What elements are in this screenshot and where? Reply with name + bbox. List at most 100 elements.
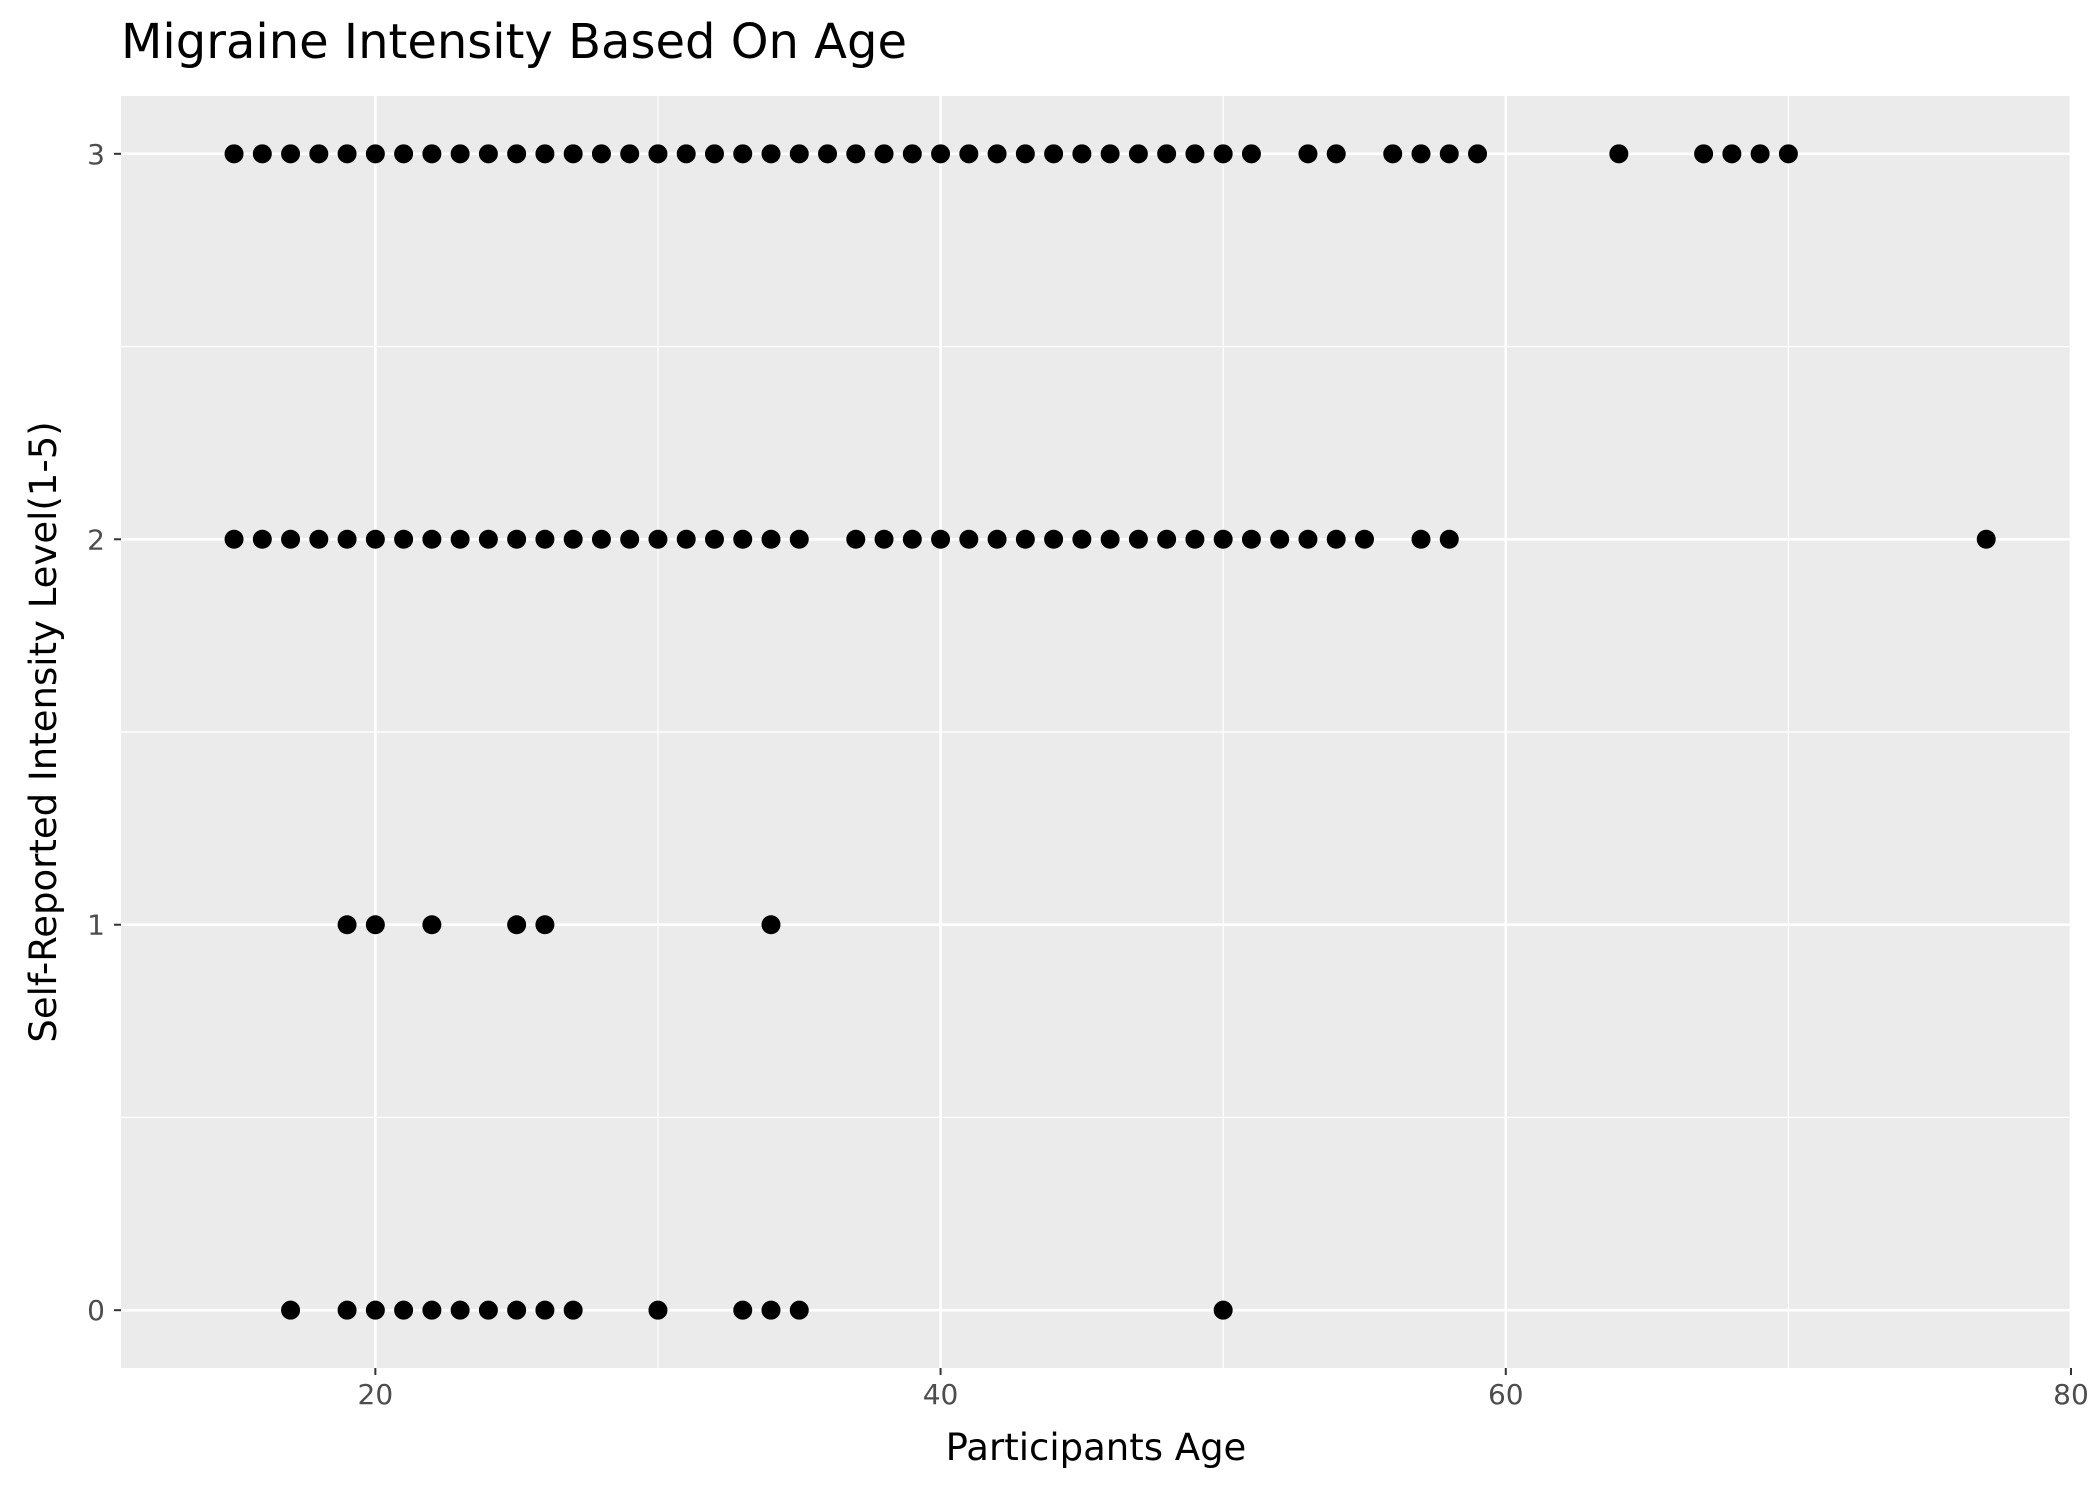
- data-point: [733, 1300, 753, 1320]
- data-point: [1044, 144, 1064, 164]
- data-point: [761, 529, 781, 549]
- data-point: [1298, 529, 1318, 549]
- data-point: [1326, 529, 1346, 549]
- data-point: [1100, 144, 1120, 164]
- data-point: [535, 529, 555, 549]
- data-point: [422, 1300, 442, 1320]
- data-point: [733, 144, 753, 164]
- data-point: [365, 529, 385, 549]
- data-point: [224, 144, 244, 164]
- data-point: [1778, 144, 1798, 164]
- data-point: [1326, 144, 1346, 164]
- y-tick-label: 1: [87, 909, 105, 942]
- data-point: [1213, 144, 1233, 164]
- data-point: [450, 529, 470, 549]
- data-point: [365, 1300, 385, 1320]
- data-point: [761, 144, 781, 164]
- data-point: [959, 529, 979, 549]
- data-point: [1072, 144, 1092, 164]
- data-point: [1185, 529, 1205, 549]
- data-point: [1213, 529, 1233, 549]
- data-point: [1722, 144, 1742, 164]
- data-point: [620, 529, 640, 549]
- data-point: [252, 144, 272, 164]
- data-point: [1750, 144, 1770, 164]
- data-point: [450, 1300, 470, 1320]
- data-point: [309, 529, 329, 549]
- data-point: [337, 144, 357, 164]
- data-point: [620, 144, 640, 164]
- data-point: [1439, 529, 1459, 549]
- data-point: [1072, 529, 1092, 549]
- data-point: [1100, 529, 1120, 549]
- data-point: [337, 915, 357, 935]
- data-point: [931, 529, 951, 549]
- data-point: [648, 144, 668, 164]
- minor-gridlines: [121, 96, 2071, 1368]
- data-point: [422, 529, 442, 549]
- data-point: [1354, 529, 1374, 549]
- data-point: [563, 144, 583, 164]
- data-point: [422, 915, 442, 935]
- data-point: [818, 144, 838, 164]
- data-point: [1015, 144, 1035, 164]
- data-point: [535, 1300, 555, 1320]
- data-point: [450, 144, 470, 164]
- data-point: [676, 144, 696, 164]
- y-tick-label: 0: [87, 1294, 105, 1327]
- data-point: [281, 144, 301, 164]
- data-point: [507, 529, 527, 549]
- data-point: [394, 1300, 414, 1320]
- data-point: [535, 915, 555, 935]
- data-point: [789, 529, 809, 549]
- data-point: [478, 144, 498, 164]
- data-point: [987, 529, 1007, 549]
- data-point: [1411, 529, 1431, 549]
- data-point: [422, 144, 442, 164]
- data-point: [959, 144, 979, 164]
- data-point: [733, 529, 753, 549]
- data-point: [252, 529, 272, 549]
- data-point: [281, 529, 301, 549]
- data-point: [789, 144, 809, 164]
- data-point: [1044, 529, 1064, 549]
- data-point: [365, 144, 385, 164]
- y-tick-label: 2: [87, 523, 105, 556]
- data-point: [1694, 144, 1714, 164]
- major-gridlines: [121, 96, 2073, 1368]
- data-point: [902, 529, 922, 549]
- data-points: [224, 144, 1996, 1320]
- data-point: [761, 915, 781, 935]
- data-point: [337, 1300, 357, 1320]
- data-point: [1609, 144, 1629, 164]
- x-axis: 20 40 60 80: [358, 1368, 2089, 1411]
- data-point: [1241, 529, 1261, 549]
- data-point: [1270, 529, 1290, 549]
- data-point: [1157, 144, 1177, 164]
- data-point: [1157, 529, 1177, 549]
- data-point: [648, 1300, 668, 1320]
- data-point: [846, 144, 866, 164]
- data-point: [874, 529, 894, 549]
- y-axis-title: Self-Reported Intensity Level(1-5): [22, 421, 65, 1042]
- data-point: [224, 529, 244, 549]
- y-tick-label: 3: [87, 138, 105, 171]
- data-point: [648, 529, 668, 549]
- data-point: [1411, 144, 1431, 164]
- data-point: [761, 1300, 781, 1320]
- data-point: [1383, 144, 1403, 164]
- data-point: [563, 1300, 583, 1320]
- data-point: [507, 1300, 527, 1320]
- data-point: [337, 529, 357, 549]
- data-point: [563, 529, 583, 549]
- data-point: [281, 1300, 301, 1320]
- data-point: [394, 144, 414, 164]
- chart-title: Migraine Intensity Based On Age: [121, 14, 907, 70]
- x-tick-label: 60: [1488, 1378, 1524, 1411]
- data-point: [1128, 144, 1148, 164]
- data-point: [535, 144, 555, 164]
- data-point: [789, 1300, 809, 1320]
- data-point: [704, 144, 724, 164]
- data-point: [1213, 1300, 1233, 1320]
